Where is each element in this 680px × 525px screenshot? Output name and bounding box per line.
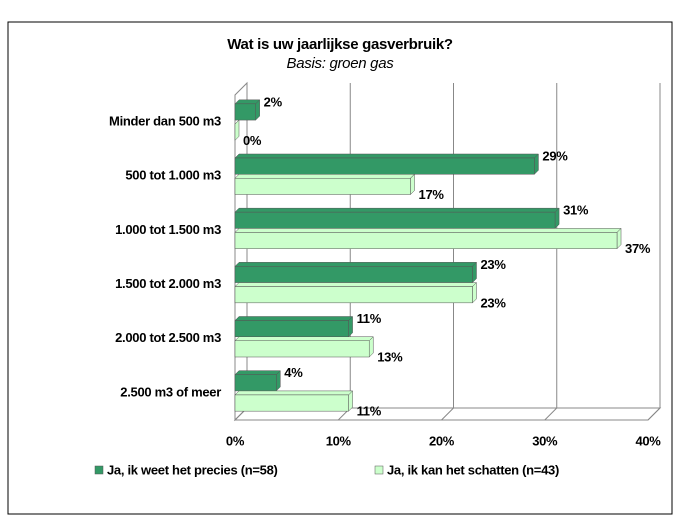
data-label: 0% (243, 133, 262, 148)
bar (234, 374, 277, 392)
bar-top (234, 282, 478, 287)
bar (234, 211, 556, 229)
grid-line (441, 83, 454, 421)
y-tick-label: 1.000 tot 1.500 m3 (115, 222, 221, 237)
data-label: 23% (480, 257, 506, 272)
legend-label: Ja, ik kan het schatten (n=43) (387, 462, 559, 477)
bar (234, 286, 473, 304)
data-label: 37% (625, 241, 651, 256)
data-label: 13% (377, 349, 403, 364)
legend-label: Ja, ik weet het precies (n=58) (107, 462, 278, 477)
x-tick-label: 10% (326, 433, 352, 448)
chart-title: Wat is uw jaarlijkse gasverbruik? (227, 36, 453, 53)
data-label: 2% (264, 94, 283, 109)
bar-top (234, 316, 354, 321)
x-tick-label: 30% (532, 433, 558, 448)
legend-swatch (374, 465, 384, 475)
bar-top (234, 336, 374, 341)
bar (234, 157, 535, 175)
data-label: 11% (357, 311, 382, 326)
grid-line (647, 83, 661, 421)
bar-top (234, 153, 540, 159)
grid-line (544, 83, 558, 421)
y-tick-label: 2.000 tot 2.500 m3 (115, 330, 221, 345)
bar-top (234, 370, 281, 375)
bar (234, 394, 349, 412)
legend-swatch (94, 465, 104, 475)
data-label: 17% (419, 187, 445, 202)
bar (234, 340, 370, 358)
data-label: 4% (284, 365, 303, 380)
bar-top (234, 228, 622, 233)
data-label: 31% (563, 203, 589, 218)
data-label: 29% (542, 148, 568, 163)
y-tick-label: Minder dan 500 m3 (109, 114, 221, 129)
bar (234, 103, 256, 121)
bar-side (234, 119, 240, 141)
x-tick-label: 0% (226, 433, 245, 448)
bar-top (234, 207, 560, 213)
y-tick-label: 500 tot 1.000 m3 (125, 168, 221, 183)
bar (234, 232, 618, 249)
bar (234, 320, 349, 337)
bar-top (234, 262, 478, 267)
bar-top (234, 390, 354, 396)
x-tick-label: 20% (429, 433, 455, 448)
x-tick-label: 40% (635, 433, 661, 448)
data-label: 11% (357, 404, 382, 419)
y-tick-label: 2.500 m3 of meer (120, 384, 221, 399)
bar-top (234, 174, 416, 179)
bar (234, 266, 473, 283)
bar (234, 178, 411, 195)
chart-subtitle: Basis: groen gas (287, 55, 395, 72)
y-tick-label: 1.500 tot 2.000 m3 (115, 276, 221, 291)
data-label: 23% (480, 295, 506, 310)
